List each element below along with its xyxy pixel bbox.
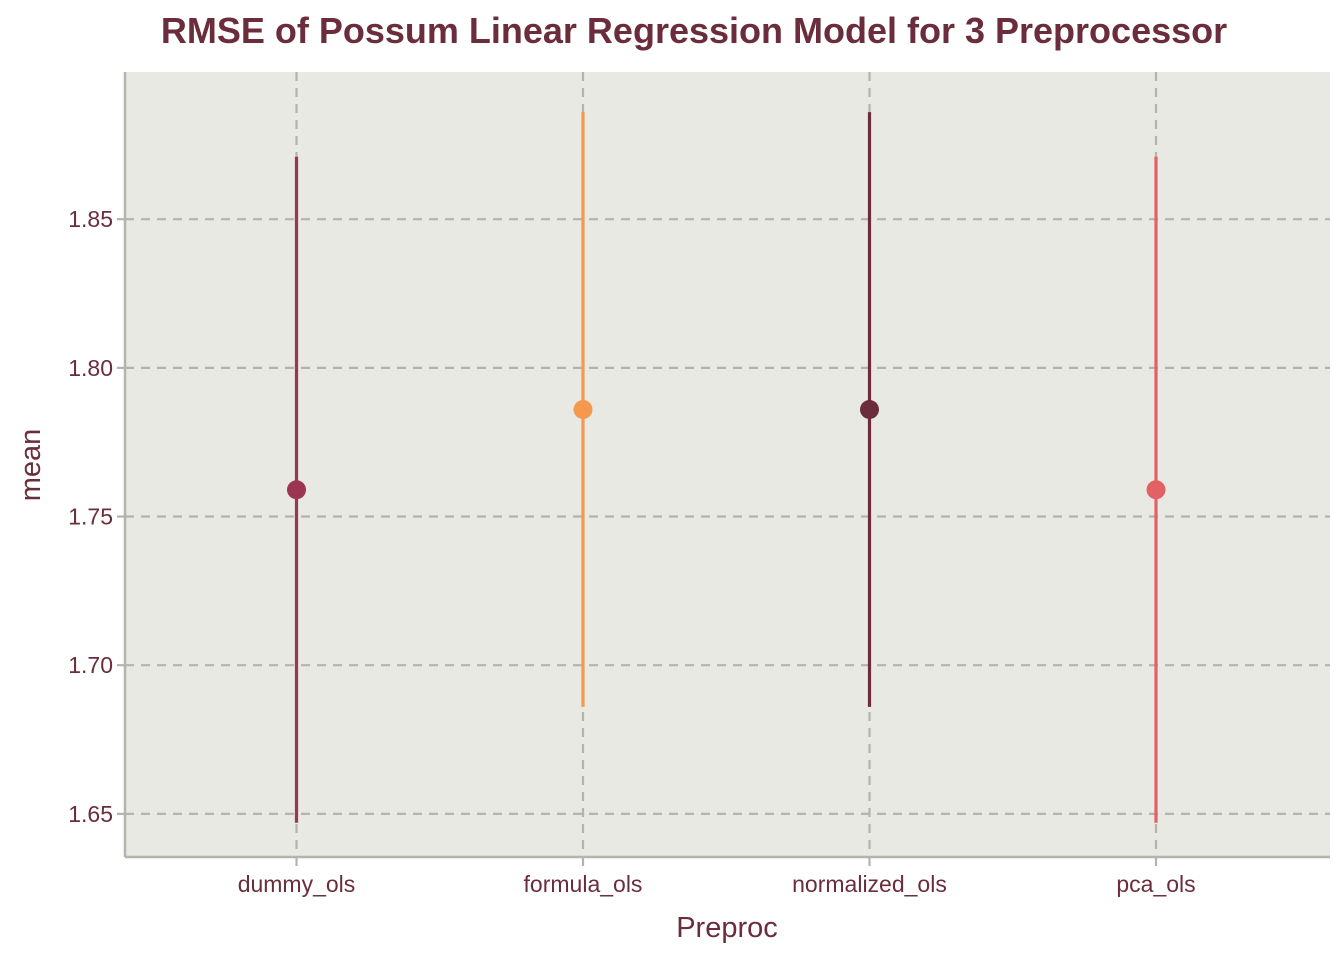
mean-point-formula_ols	[573, 399, 593, 419]
mean-point-dummy_ols	[287, 480, 306, 500]
mean-point-pca_ols	[1146, 480, 1166, 500]
axes	[117, 72, 1330, 866]
x-tick-label: formula_ols	[524, 871, 643, 897]
mean-point-normalized_ols	[860, 399, 879, 419]
y-tick-label: 1.75	[68, 504, 113, 530]
x-tick-label: pca_ols	[1116, 871, 1195, 897]
data-marks	[287, 112, 1166, 823]
tick-labels: 1.65 1.70 1.75 1.80 1.85 dummy_ols formula_ols…	[68, 206, 1195, 897]
plot-panel	[125, 72, 1330, 857]
y-tick-label: 1.65	[68, 801, 113, 827]
x-tick-label: dummy_ols	[238, 871, 356, 897]
y-tick-label: 1.80	[68, 355, 113, 381]
y-axis-title: mean	[15, 429, 47, 502]
y-tick-label: 1.85	[68, 206, 113, 232]
x-tick-label: normalized_ols	[792, 871, 947, 897]
plot-background	[125, 72, 1330, 857]
chart-title: RMSE of Possum Linear Regression Model f…	[161, 10, 1227, 51]
x-axis-title: Preproc	[676, 912, 778, 944]
y-tick-label: 1.70	[68, 652, 113, 678]
